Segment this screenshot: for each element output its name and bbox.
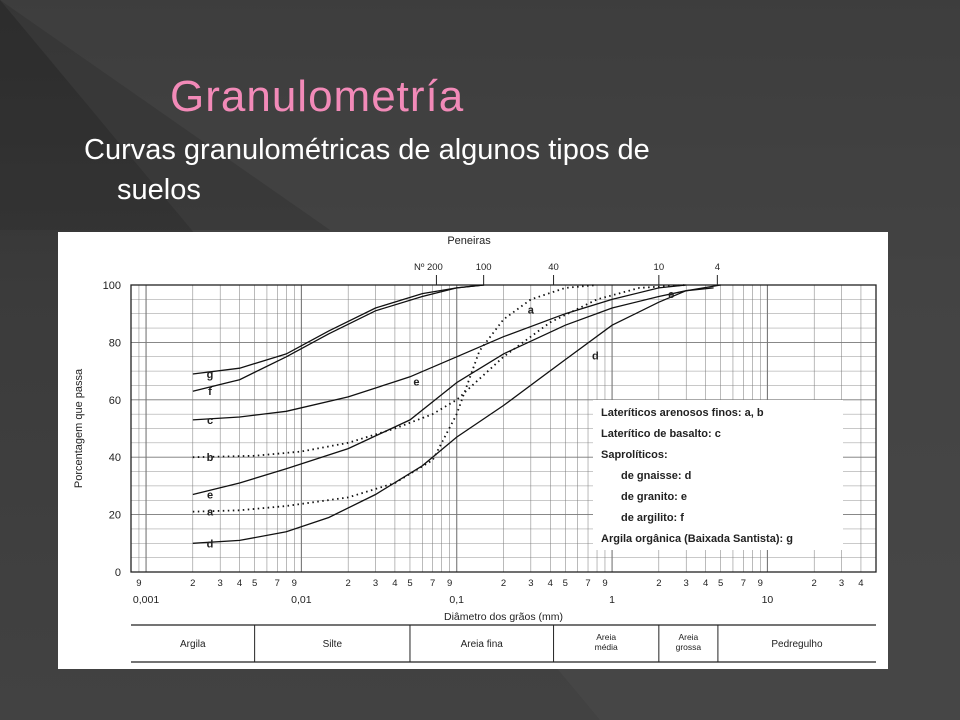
x-minor-tick-label: 5 (252, 578, 257, 589)
subtitle-line-2: suelos (117, 174, 201, 206)
series-lines (192, 284, 721, 544)
soil-class-table: Argila Silte Areia finaAreiamédiaAreiagros… (131, 624, 876, 663)
x-minor-tick-label: 7 (741, 578, 746, 589)
sieve-label: 100 (476, 262, 492, 273)
x-minor-tick-label: 9 (758, 578, 763, 589)
legend-line: Laterítico de basalto: c (601, 428, 721, 440)
class-label: Argila (180, 639, 206, 650)
legend-line: de argilito: f (621, 512, 684, 524)
class-label: Areia fina (461, 639, 504, 650)
x-minor-tick-label: 7 (585, 578, 590, 589)
x-major-tick-label: 1 (609, 594, 615, 606)
x-minor-tick-label: 9 (447, 578, 452, 589)
series-label-inline-d: d (592, 351, 599, 363)
series-label-e: e (207, 490, 213, 502)
series-line-a (192, 284, 598, 513)
x-major-tick-label: 0,01 (291, 594, 312, 606)
x-minor-tick-label: 3 (684, 578, 689, 589)
series-label-inline-e: e (668, 289, 674, 301)
x-minor-tick-label: 2 (346, 578, 351, 589)
x-minor-tick-label: 3 (373, 578, 378, 589)
legend-line: Argila orgânica (Baixada Santista): g (601, 533, 793, 545)
series-label-inline-a: a (528, 305, 535, 317)
legend-line: Saprolíticos: (601, 449, 668, 461)
x-minor-tick-label: 9 (602, 578, 607, 589)
series-line-b (192, 284, 687, 459)
x-minor-tick-label: 7 (430, 578, 435, 589)
subtitle-line-1: Curvas granulométricas de algunos tipos … (84, 134, 650, 166)
x-minor-tick-label: 4 (703, 578, 708, 589)
chart-figure: Peneiras 0 20 40 60 80 100 Porcentagem que pass… (58, 232, 888, 669)
class-label-line2: média (595, 642, 618, 652)
series-label-b: b (207, 452, 214, 464)
x-minor-tick-label: 9 (136, 578, 141, 589)
series-label-inline-e: e (413, 376, 419, 388)
x-major-tick-label: 0,1 (449, 594, 464, 606)
axes: Peneiras 0 20 40 60 80 100 Porcentagem que pass… (73, 235, 877, 623)
slide-title: Granulometría (170, 72, 465, 121)
series-line-d (192, 284, 721, 544)
x-minor-tick-label: 7 (275, 578, 280, 589)
class-label-line1: Areia (596, 632, 616, 642)
series-labels: a b c d e fg a d e e (207, 289, 675, 550)
x-minor-tick-label: 4 (858, 578, 863, 589)
x-major-tick-label: 0,001 (133, 594, 159, 606)
sieve-label: 40 (548, 262, 559, 273)
series-line-f (192, 284, 485, 392)
series-line-e (192, 287, 714, 496)
legend-line: Lateríticos arenosos finos: a, b (601, 407, 764, 419)
legend-line: de granito: e (621, 491, 687, 503)
series-label-f: f (208, 386, 212, 398)
x-minor-tick-label: 4 (237, 578, 242, 589)
x-minor-tick-label: 4 (392, 578, 397, 589)
legend-line: de gnaisse: d (621, 470, 691, 482)
series-label-g: g (207, 369, 214, 381)
slide-subtitle: Curvas granulométricas de algunos tipos … (84, 130, 844, 210)
class-label: Pedregulho (771, 639, 823, 650)
x-minor-tick-label: 4 (548, 578, 553, 589)
series-label-c: c (207, 415, 213, 427)
y-tick-label: 0 (115, 567, 121, 579)
x-minor-tick-label: 3 (218, 578, 223, 589)
x-minor-tick-label: 2 (656, 578, 661, 589)
series-label-d: d (207, 538, 214, 550)
class-label-line1: Areia (678, 632, 698, 642)
legend-background (593, 400, 843, 550)
series-line-c (192, 284, 687, 421)
x-minor-tick-label: 2 (812, 578, 817, 589)
x-minor-tick-label: 2 (501, 578, 506, 589)
chart-title: Peneiras (447, 235, 491, 247)
x-minor-tick-label: 9 (292, 578, 297, 589)
y-tick-label: 100 (103, 280, 121, 292)
sieve-label: 10 (654, 262, 665, 273)
plot-frame (130, 284, 877, 573)
x-minor-tick-label: 5 (407, 578, 412, 589)
y-tick-label: 60 (109, 395, 121, 407)
class-label-line2: grossa (676, 642, 702, 652)
sieve-label: 4 (715, 262, 720, 273)
legend-box: Lateríticos arenosos finos: a, b Lateríti… (593, 400, 843, 550)
grain-size-chart: Peneiras 0 20 40 60 80 100 Porcentagem que pass… (73, 235, 877, 663)
x-minor-tick-label: 3 (839, 578, 844, 589)
y-tick-label: 40 (109, 452, 121, 464)
x-minor-tick-label: 3 (528, 578, 533, 589)
series-line-g (192, 284, 485, 375)
sieve-label: Nº 200 (414, 262, 443, 273)
y-axis-label: Porcentagem que passa (73, 368, 85, 488)
x-axis-label: Diâmetro dos grãos (mm) (444, 611, 563, 623)
series-label-a: a (207, 507, 214, 519)
x-minor-tick-label: 5 (563, 578, 568, 589)
y-tick-label: 20 (109, 510, 121, 522)
y-tick-label: 80 (109, 337, 121, 349)
x-minor-tick-label: 2 (190, 578, 195, 589)
class-label: Silte (323, 639, 343, 650)
x-major-tick-label: 10 (762, 594, 774, 606)
x-minor-tick-label: 5 (718, 578, 723, 589)
